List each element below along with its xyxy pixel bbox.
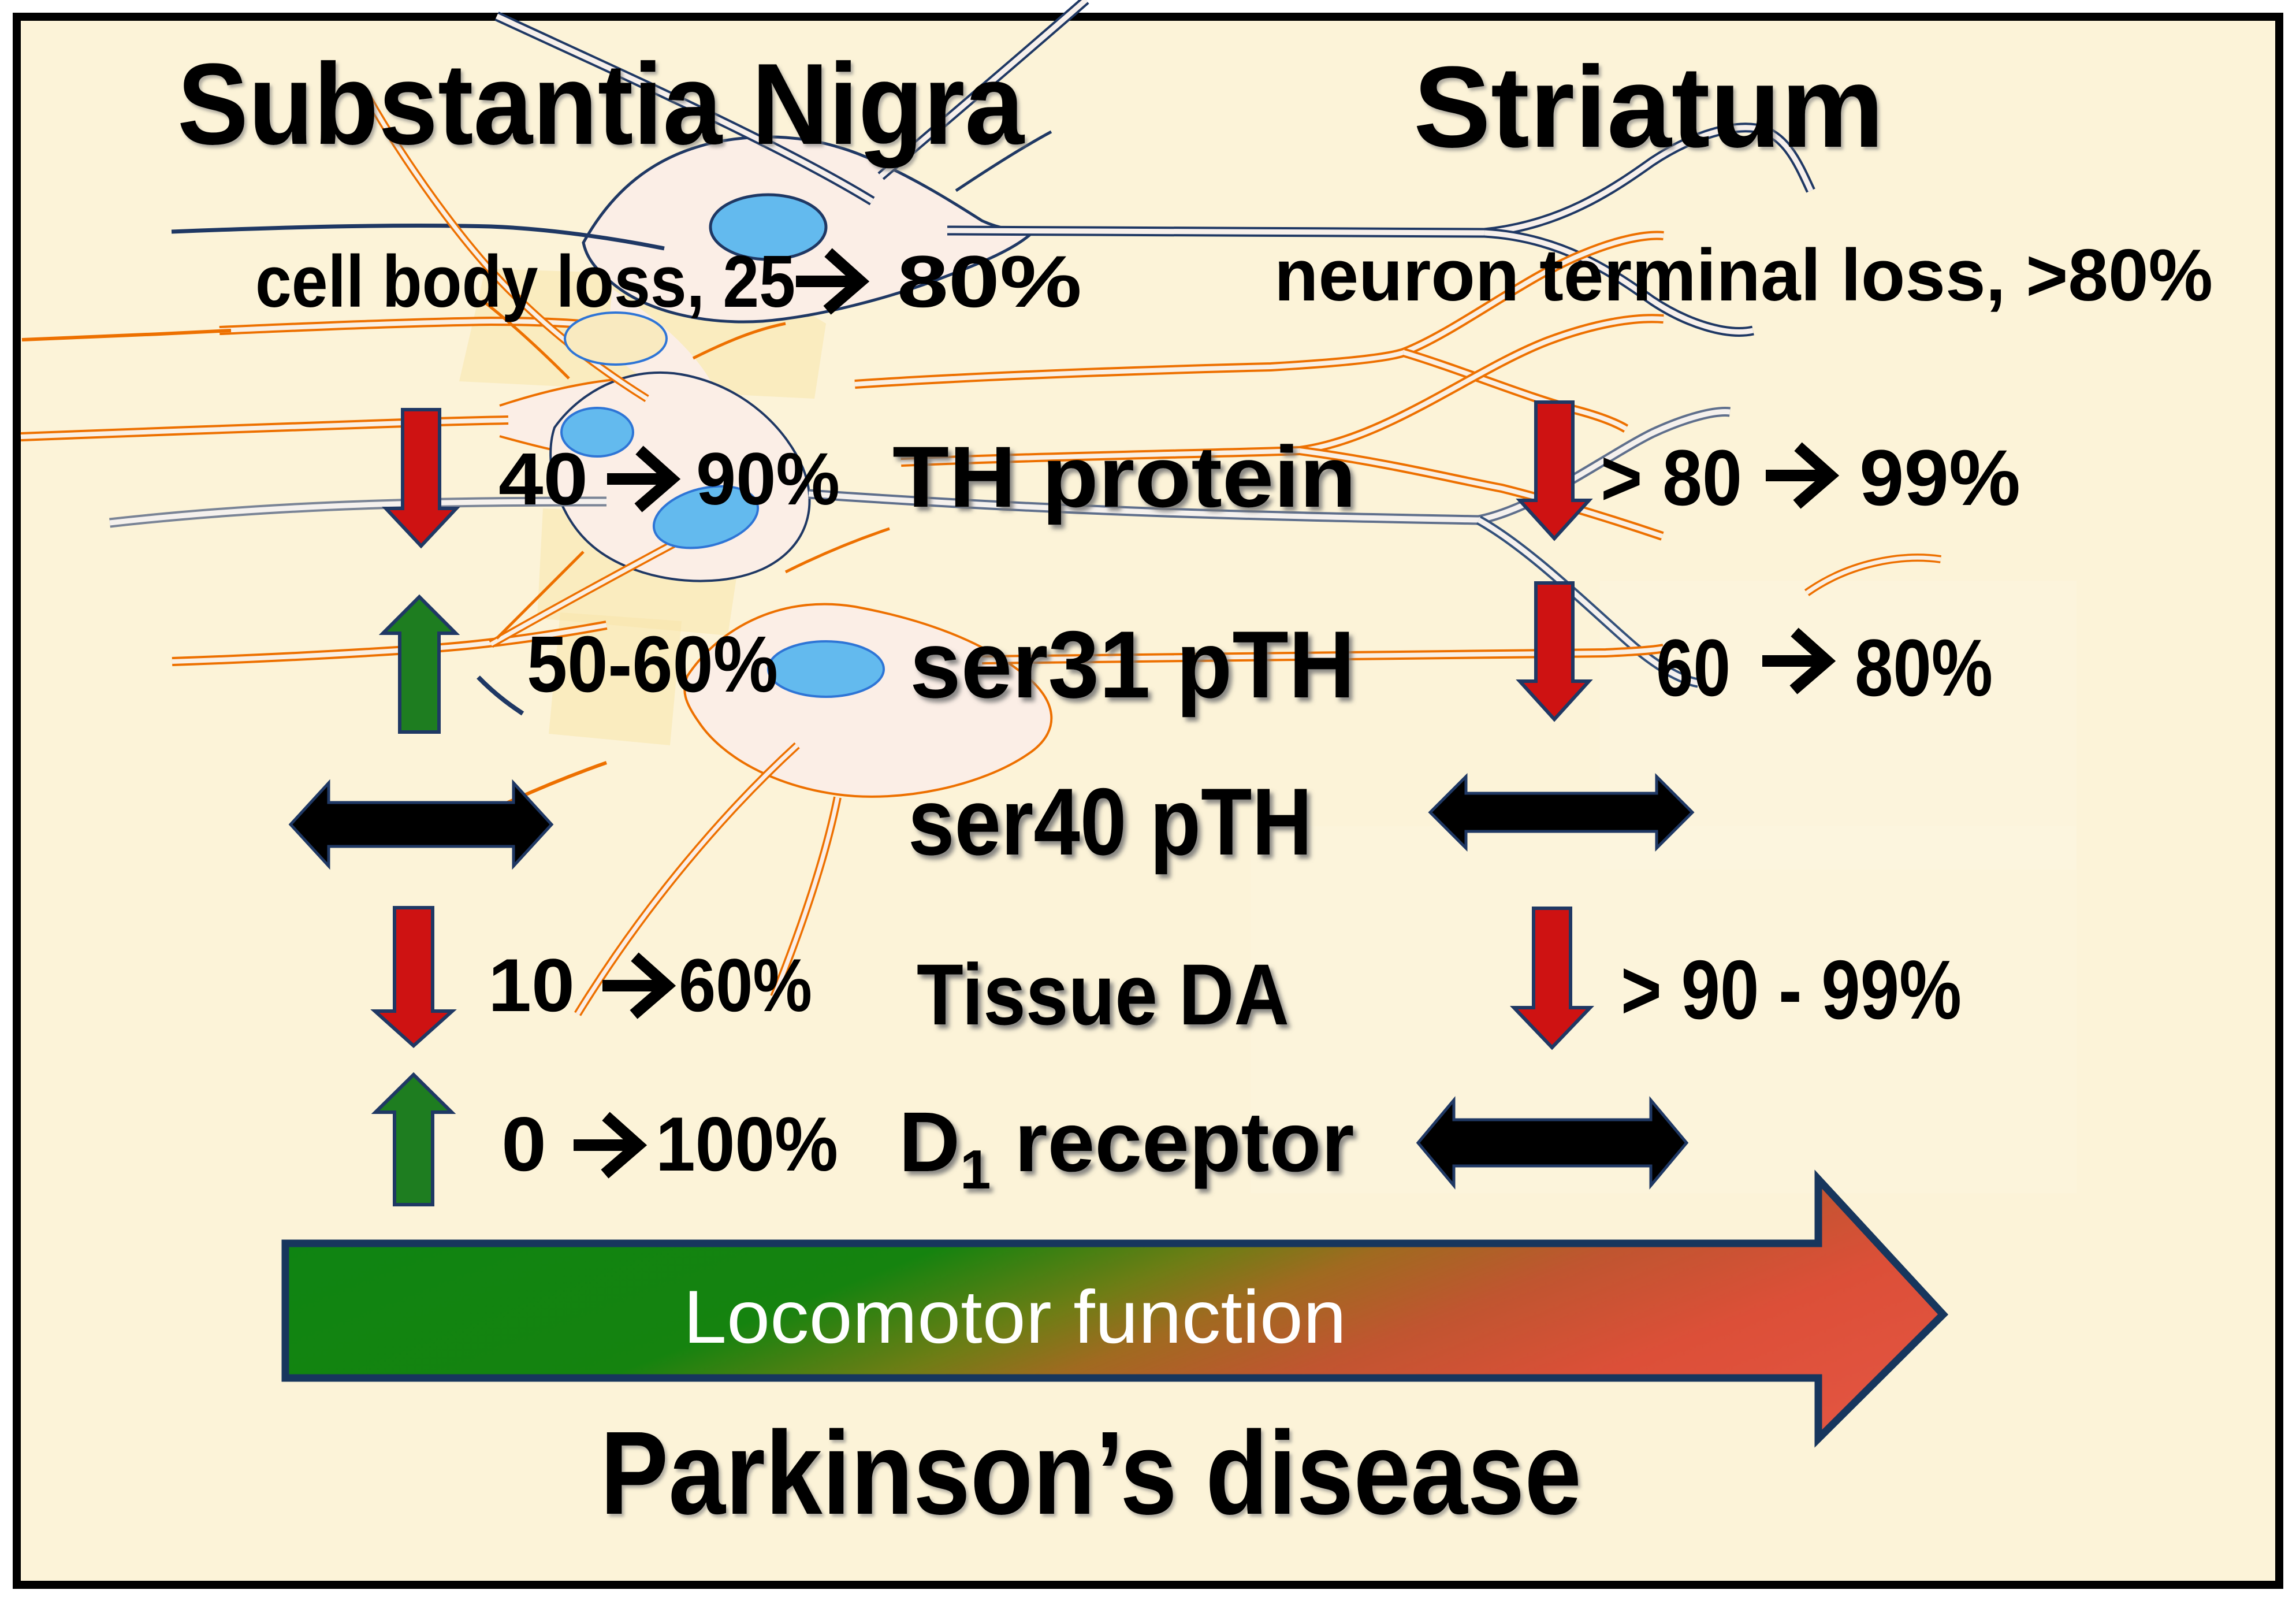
svg-text:0: 0 xyxy=(501,1102,546,1187)
svg-text:cell body loss, 25: cell body loss, 25 xyxy=(255,240,795,322)
svg-text:neuron terminal loss, >80%: neuron terminal loss, >80% xyxy=(1274,234,2213,316)
svg-text:Locomotor function: Locomotor function xyxy=(683,1275,1346,1359)
svg-text:50-60%: 50-60% xyxy=(527,620,778,709)
svg-text:TH protein: TH protein xyxy=(892,428,1356,525)
svg-text:ser31 pTH: ser31 pTH xyxy=(910,611,1355,718)
svg-text:80%: 80% xyxy=(1855,622,1993,713)
svg-text:80%: 80% xyxy=(897,240,1082,322)
svg-text:90%: 90% xyxy=(696,438,840,521)
svg-text:40: 40 xyxy=(498,438,588,521)
svg-text:Striatum: Striatum xyxy=(1413,43,1884,172)
svg-text:60: 60 xyxy=(1656,622,1731,713)
svg-text:Parkinson’s disease: Parkinson’s disease xyxy=(600,1407,1581,1539)
svg-text:ser40 pTH: ser40 pTH xyxy=(908,768,1312,875)
svg-text:Substantia Nigra: Substantia Nigra xyxy=(177,40,1025,169)
svg-text:Tissue DA: Tissue DA xyxy=(917,946,1289,1043)
svg-text:> 90 - 99%: > 90 - 99% xyxy=(1621,943,1962,1037)
svg-text:99%: 99% xyxy=(1859,434,2020,522)
svg-text:10: 10 xyxy=(488,943,575,1027)
svg-text:100%: 100% xyxy=(656,1102,838,1187)
svg-text:60%: 60% xyxy=(679,943,812,1027)
svg-text:> 80: > 80 xyxy=(1601,434,1742,522)
